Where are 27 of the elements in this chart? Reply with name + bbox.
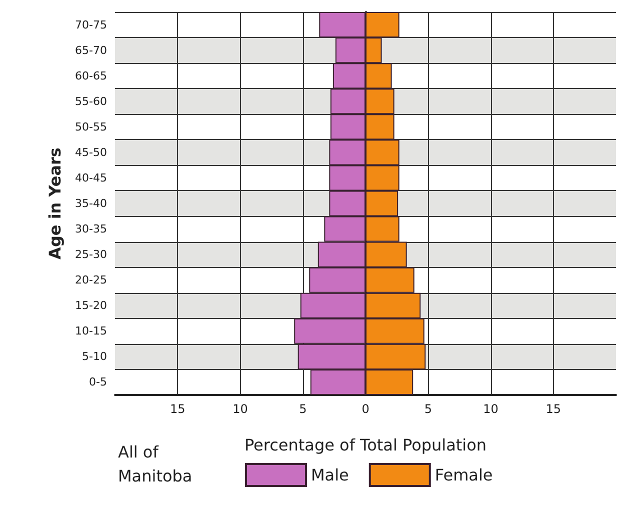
x-tick-label: 10 bbox=[483, 402, 498, 416]
x-tick-label: 0 bbox=[362, 402, 370, 416]
text: All of Manitoba bbox=[118, 442, 192, 486]
y-tick-label: 70-75 bbox=[75, 18, 107, 32]
x-tick-label: 15 bbox=[170, 402, 186, 416]
y-tick-label: 20-25 bbox=[75, 274, 107, 287]
y-axis-title: Age in Years bbox=[46, 148, 64, 260]
y-tick-label: 25-30 bbox=[75, 248, 107, 262]
y-tick-label: 55-60 bbox=[75, 94, 107, 108]
x-tick-label: 15 bbox=[546, 402, 562, 416]
y-tick-label: 65-70 bbox=[75, 44, 107, 57]
y-tick-label: 60-65 bbox=[75, 69, 107, 82]
y-tick-label: 45-50 bbox=[75, 146, 107, 159]
y-tick-label: 30-35 bbox=[75, 222, 107, 236]
y-tick-label: 5-10 bbox=[82, 350, 107, 364]
y-tick-label: 50-55 bbox=[75, 120, 107, 134]
y-tick-label: 10-15 bbox=[75, 324, 107, 338]
legend-label: Female bbox=[434, 466, 493, 484]
x-axis-title: Percentage of Total Population bbox=[244, 436, 487, 454]
x-tick-label: 5 bbox=[299, 402, 307, 416]
y-tick-label: 35-40 bbox=[75, 197, 107, 210]
y-tick-label: 0-5 bbox=[89, 376, 107, 389]
x-tick-label: 5 bbox=[424, 402, 432, 416]
y-tick-label: 40-45 bbox=[75, 171, 107, 184]
legend-label: Male bbox=[311, 466, 349, 484]
x-tick-label: 10 bbox=[232, 402, 248, 416]
y-tick-label: 15-20 bbox=[75, 299, 107, 312]
